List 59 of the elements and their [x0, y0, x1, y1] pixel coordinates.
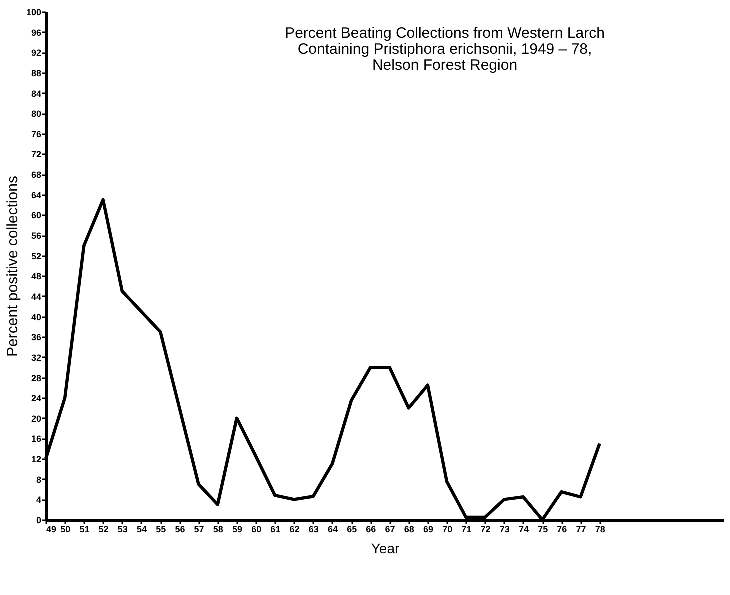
y-tick-label: 56 — [31, 231, 42, 242]
y-tick-label: 64 — [31, 190, 42, 200]
x-tick-label: 69 — [423, 524, 434, 534]
x-tick-label: 75 — [538, 524, 548, 534]
y-tick-label: 8 — [36, 474, 42, 485]
y-tick-label: 68 — [31, 170, 42, 180]
x-tick-label: 57 — [194, 524, 204, 534]
y-tick-label: 84 — [31, 88, 42, 99]
x-tick-label: 73 — [500, 524, 510, 534]
y-tick-label: 48 — [31, 272, 42, 282]
x-tick-label: 56 — [175, 524, 186, 534]
x-tick-label: 68 — [404, 524, 414, 534]
x-tick-label: 52 — [98, 524, 109, 534]
y-tick-label: 92 — [31, 48, 42, 58]
y-axis-title: Percent positive collections — [4, 176, 22, 357]
x-tick-label: 53 — [118, 524, 128, 534]
x-tick-label: 60 — [252, 524, 262, 534]
y-tick-label: 100 — [26, 8, 42, 18]
y-tick-label: 36 — [31, 332, 42, 343]
y-tick-label: 40 — [31, 312, 42, 322]
y-tick-label: 12 — [31, 454, 42, 465]
y-tick-label: 24 — [31, 394, 42, 404]
y-tick-label: 72 — [31, 150, 42, 160]
x-tick-label: 70 — [442, 524, 453, 534]
x-tick-label: 72 — [480, 524, 491, 534]
x-tick-label: 61 — [270, 524, 281, 534]
y-tick-label: 44 — [31, 292, 42, 302]
y-tick-label: 80 — [31, 109, 42, 120]
x-axis-title: Year — [371, 540, 400, 556]
x-tick-label: 74 — [518, 524, 529, 534]
x-tick-label: 58 — [213, 524, 224, 534]
y-tick-label: 20 — [31, 414, 42, 424]
x-tick-label: 64 — [328, 524, 338, 534]
x-tick-label: 55 — [156, 524, 166, 534]
x-tick-label: 66 — [366, 524, 376, 534]
y-tick-label: 76 — [31, 129, 42, 140]
text: Percent Beating Collections from Western Larch Containing Pristiphora erichsonii, 1949 – 78, Nelson Forest Region — [285, 25, 605, 74]
y-tick-label: 88 — [31, 68, 42, 78]
x-tick-label: 71 — [462, 524, 472, 534]
x-tick-label: 59 — [232, 524, 242, 534]
x-tick-label: 78 — [595, 524, 606, 534]
x-tick-label: 50 — [60, 524, 71, 534]
x-tick-label: 49 — [46, 524, 57, 534]
y-tick-label: 32 — [31, 352, 42, 363]
x-tick-label: 54 — [136, 524, 147, 534]
x-tick-label: 77 — [576, 524, 586, 534]
x-tick-label: 51 — [80, 524, 90, 534]
x-tick-label: 67 — [385, 524, 396, 534]
x-tick-label: 65 — [347, 524, 358, 534]
y-tick-label: 60 — [31, 210, 42, 221]
y-tick-label: 96 — [31, 28, 42, 38]
y-tick-label: 4 — [36, 495, 42, 506]
y-tick-label: 0 — [36, 516, 42, 526]
x-tick-label: 62 — [290, 524, 300, 534]
y-tick-label: 52 — [31, 251, 42, 262]
x-tick-label: 76 — [557, 524, 568, 534]
y-tick-label: 16 — [31, 434, 42, 444]
x-tick-label: 63 — [308, 524, 319, 534]
y-tick-label: 28 — [31, 373, 42, 384]
